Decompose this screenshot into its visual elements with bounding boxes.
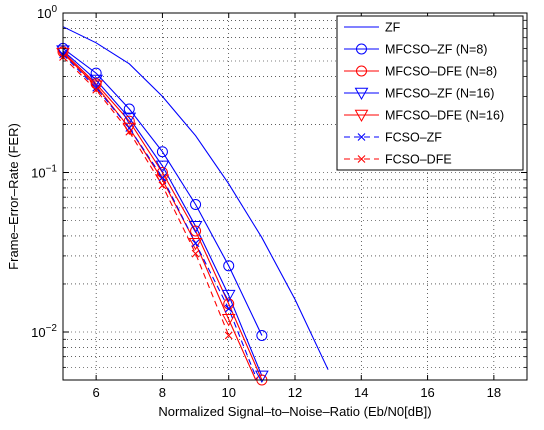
marker-circle	[356, 65, 367, 77]
grid	[63, 13, 527, 381]
series-line-6	[63, 56, 230, 336]
marker-circle	[190, 225, 202, 237]
x-tick-label: 12	[288, 385, 302, 400]
marker-x	[191, 239, 200, 248]
legend-entry-label: ZF	[385, 21, 401, 35]
marker-circle	[356, 43, 367, 55]
legend-entry-label: MFCSO–DFE (N=8)	[385, 65, 497, 79]
x-tick-label: 10	[221, 385, 235, 400]
marker-x	[191, 249, 200, 258]
series-lines	[63, 26, 329, 380]
x-tick-label: 6	[93, 385, 100, 400]
marker-x	[92, 83, 101, 92]
marker-triangle	[122, 112, 137, 125]
marker-circle	[156, 146, 168, 158]
legend: ZF MFCSO–ZF (N=8) MFCSO–DFE (N=8) MFCSO–ZF …	[336, 15, 524, 171]
marker-circle	[256, 330, 268, 342]
marker-circle	[223, 260, 235, 272]
marker-circle	[90, 67, 102, 79]
y-tick-label: 100	[37, 4, 57, 21]
legend-entry-label: MFCSO–DFE (N=16)	[385, 109, 504, 123]
x-tick-label: 18	[487, 385, 501, 400]
marker-circle	[123, 115, 135, 127]
x-tick-label: 8	[159, 385, 166, 400]
marker-x	[92, 85, 101, 94]
series-line-3	[63, 50, 263, 377]
marker-x	[357, 133, 366, 141]
legend-entry-label: MFCSO–ZF (N=8)	[385, 43, 487, 57]
marker-x	[125, 127, 134, 136]
x-axis-label: Normalized Signal–to–Noise–Ratio (Eb/N0[…	[158, 404, 431, 419]
marker-triangle	[354, 109, 369, 123]
marker-triangle	[221, 289, 236, 303]
series-line-4	[63, 52, 257, 380]
marker-x	[357, 155, 366, 163]
legend-entry-label: MFCSO–ZF (N=16)	[385, 87, 494, 101]
y-tick-label: 10−2	[31, 323, 57, 340]
marker-circle	[190, 198, 202, 210]
marker-triangle	[255, 370, 269, 383]
marker-x	[158, 173, 167, 182]
y-tick-label: 10−1	[31, 163, 57, 180]
marker-triangle	[188, 220, 203, 234]
marker-triangle	[188, 237, 203, 251]
marker-x	[125, 124, 134, 132]
marker-circle	[90, 78, 102, 90]
series-line-1	[63, 47, 263, 336]
marker-triangle	[221, 314, 236, 327]
y-axis-label: Frame–Error–Rate (FER)	[6, 123, 21, 270]
x-tick-label: 16	[420, 385, 434, 400]
legend-entry-label: FCSO–DFE	[385, 153, 452, 167]
marker-triangle	[155, 160, 170, 173]
marker-x	[224, 331, 233, 340]
series-line-0	[63, 26, 329, 370]
x-tick-label: 14	[354, 385, 368, 400]
legend-entry-label: FCSO–ZF	[385, 131, 442, 145]
marker-triangle	[354, 87, 369, 101]
marker-x	[224, 304, 233, 313]
axis-ticks: 6 8 10 12 14 16 18 100 10−1 10−2	[31, 4, 527, 400]
marker-circle	[123, 103, 135, 115]
marker-x	[158, 181, 167, 190]
